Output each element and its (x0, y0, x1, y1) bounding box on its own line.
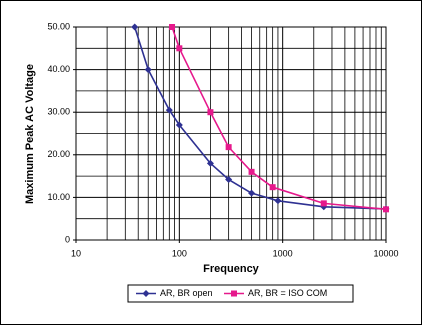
data-point (176, 45, 183, 52)
x-tick-label: 100 (172, 248, 187, 258)
y-tick-label: 20.00 (47, 149, 70, 159)
y-axis-label: Maximum Peak AC Voltage (24, 64, 36, 204)
data-point (225, 176, 233, 184)
y-tick-label: 40.00 (47, 64, 70, 74)
data-point (225, 144, 232, 151)
data-point (248, 189, 256, 197)
legend-label: AR, BR = ISO COM (248, 288, 327, 298)
y-tick-label: 50.00 (47, 21, 70, 31)
data-point (320, 200, 327, 207)
data-point (269, 184, 276, 191)
data-point (165, 106, 173, 114)
data-point (144, 66, 152, 74)
y-tick-label: 0 (65, 234, 70, 244)
data-point (274, 197, 282, 205)
x-tick-label: 10000 (373, 248, 398, 258)
data-point (383, 206, 389, 213)
series-line (171, 26, 387, 211)
data-point (206, 159, 214, 167)
x-axis-label: Frequency (203, 263, 260, 275)
y-tick-label: 30.00 (47, 107, 70, 117)
x-tick-label: 10 (71, 248, 81, 258)
data-point (169, 24, 176, 30)
data-point (248, 168, 255, 175)
data-point (131, 23, 139, 31)
legend-marker (231, 290, 237, 297)
legend-marker (142, 290, 150, 297)
y-tick-label: 10.00 (47, 192, 70, 202)
data-point (207, 109, 214, 116)
series-line (133, 26, 387, 210)
legend-label: AR, BR open (160, 288, 213, 298)
data-point (175, 121, 183, 129)
x-tick-label: 1000 (273, 248, 293, 258)
